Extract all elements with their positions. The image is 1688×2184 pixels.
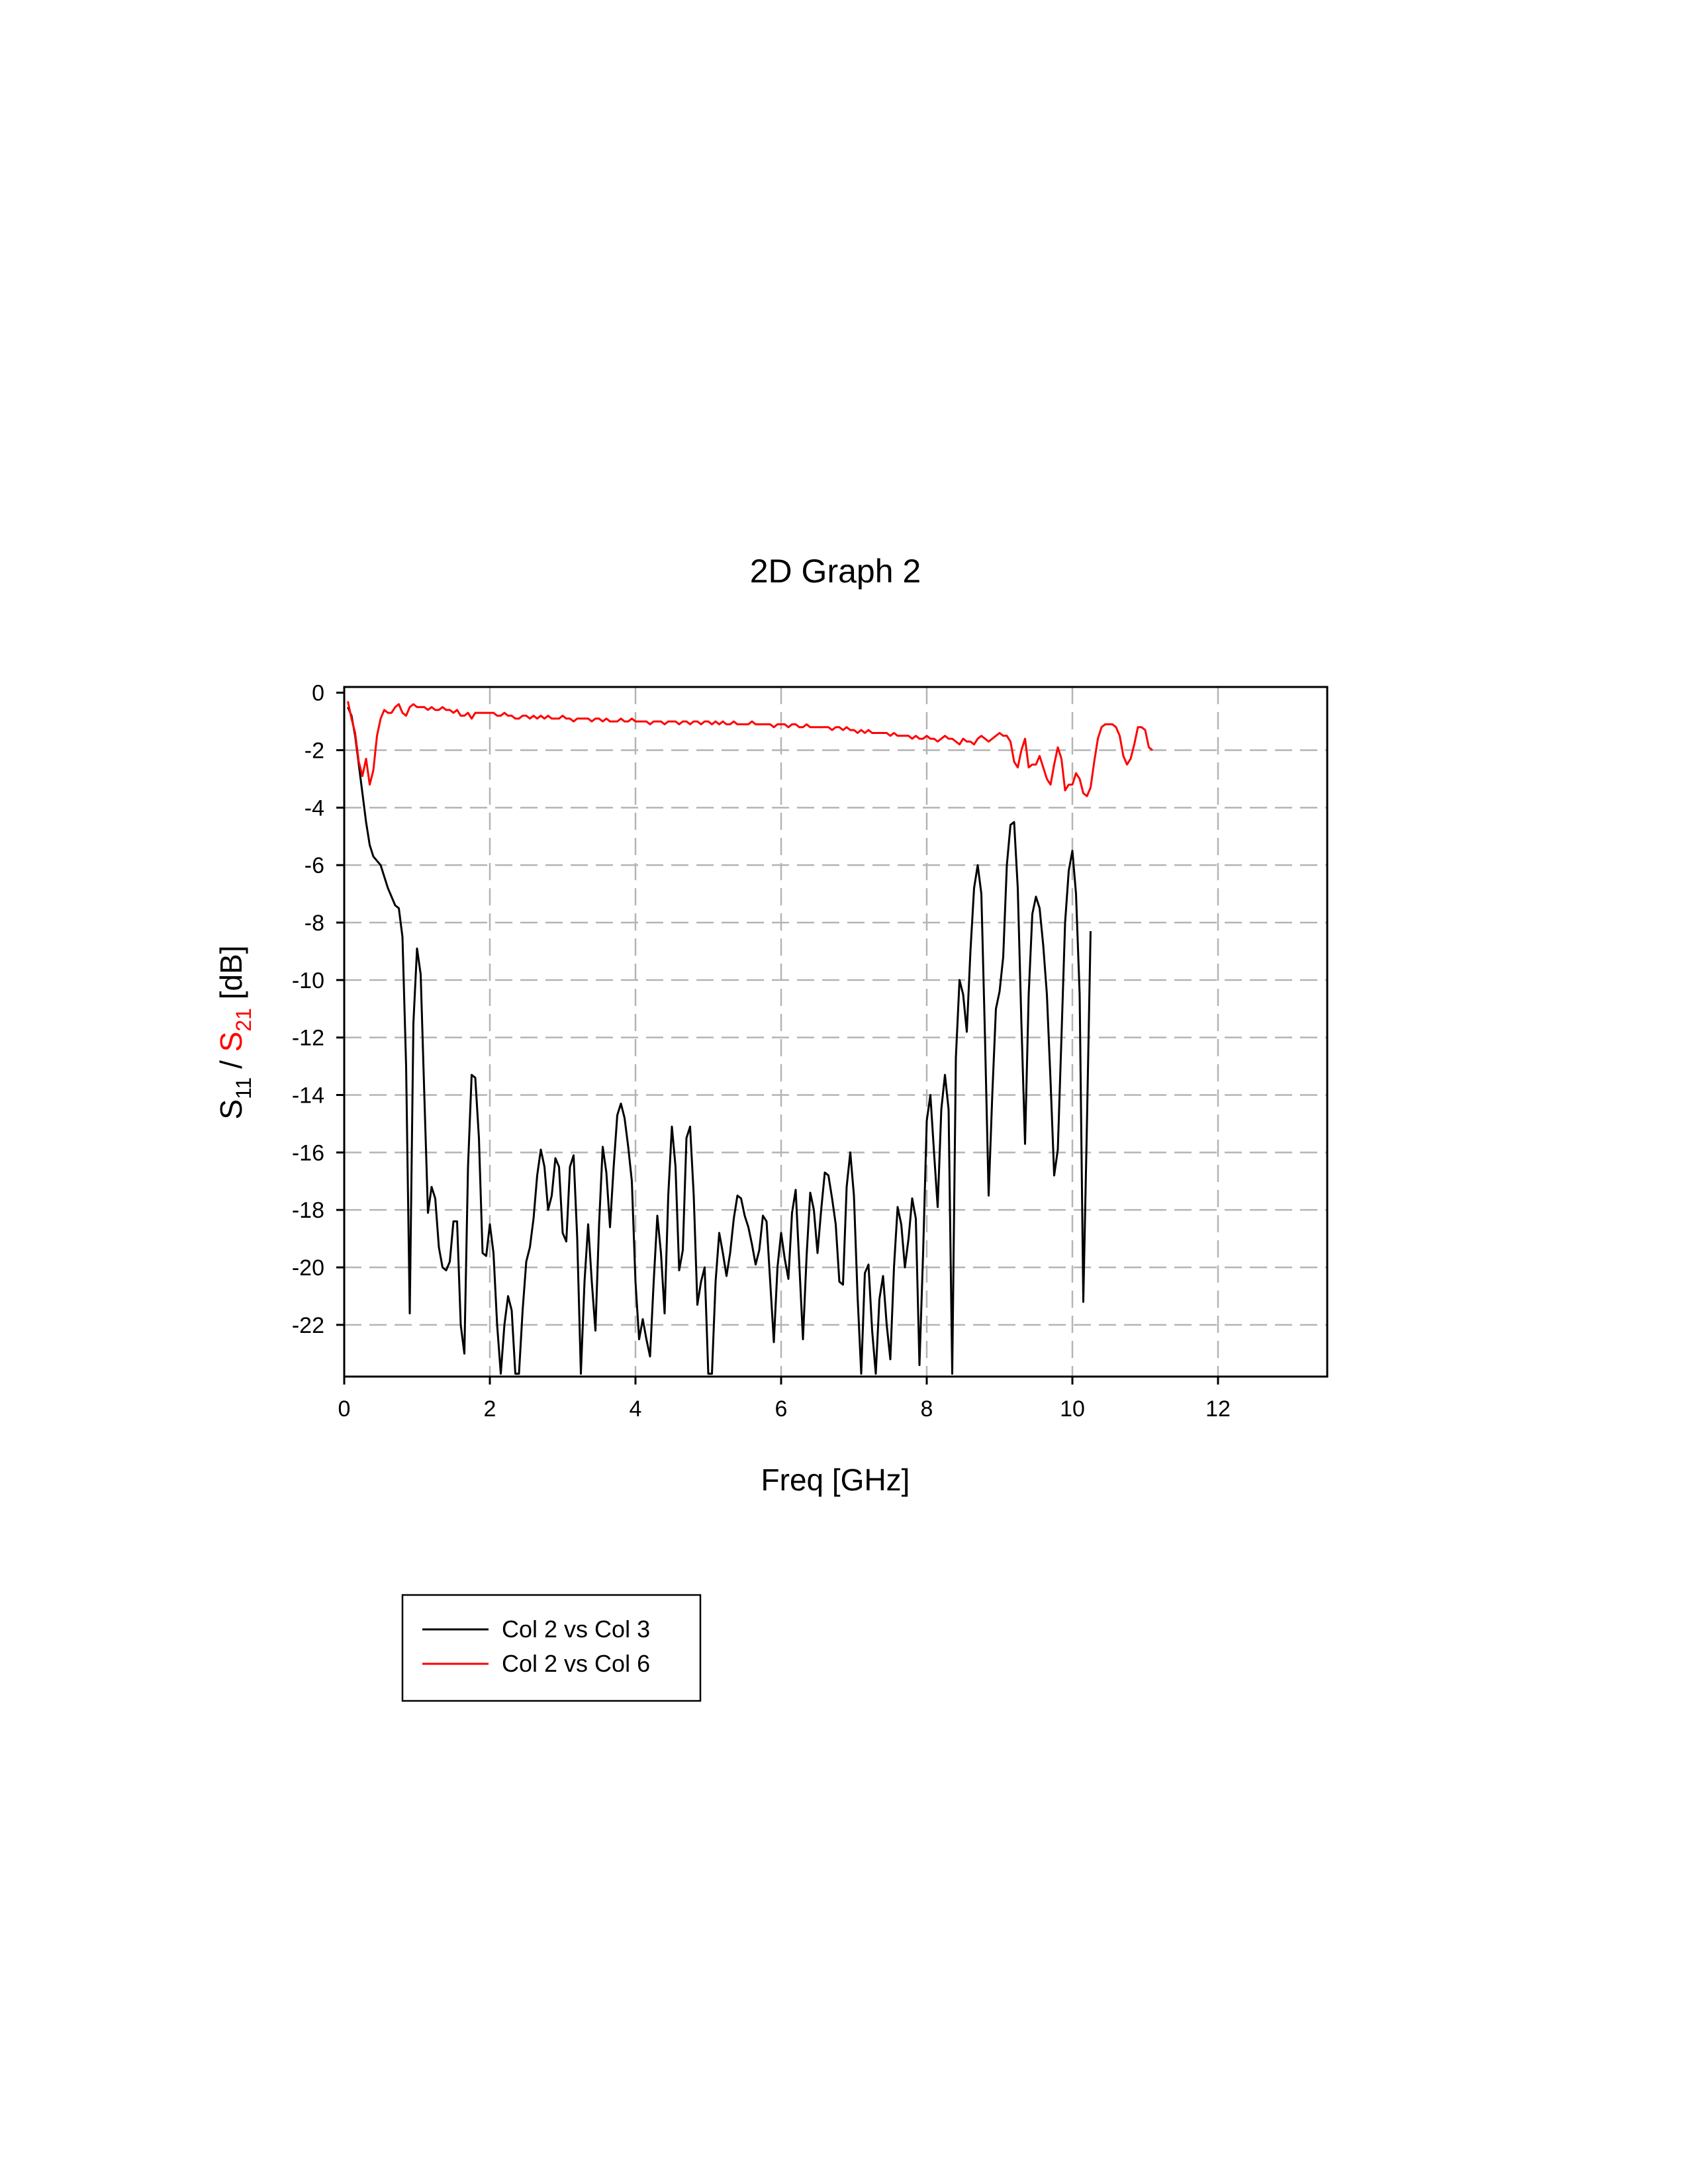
y-axis-title-part: S (214, 1032, 248, 1052)
y-tick-label: -4 (305, 796, 324, 821)
series-line-1 (347, 706, 1092, 1375)
grid (344, 687, 1327, 1377)
legend: Col 2 vs Col 3 Col 2 vs Col 6 (401, 1594, 702, 1702)
y-axis-title-part: 21 (232, 1008, 256, 1032)
x-tick-label: 0 (338, 1396, 351, 1422)
y-axis-title-part: [dB] (214, 945, 248, 1008)
x-tick-label: 10 (1060, 1396, 1085, 1422)
y-axis-title: S11 / S21 [dB] (214, 945, 256, 1119)
y-tick-label: 0 (312, 681, 324, 706)
legend-label-1: Col 2 vs Col 3 (502, 1615, 650, 1643)
x-tick-label: 4 (630, 1396, 642, 1422)
x-tick-label: 8 (921, 1396, 933, 1422)
y-axis-title-part: S (214, 1099, 248, 1120)
y-axis-title-part: 11 (232, 1077, 256, 1099)
y-axis: 0 -2 -4 -6 -8 -10 -12 -14 -16 -18 -20 -22 (292, 681, 344, 1338)
y-tick-label: -12 (292, 1026, 324, 1051)
y-tick-label: -14 (292, 1083, 324, 1109)
y-tick-label: -16 (292, 1140, 324, 1165)
x-axis-title: Freq [GHz] (761, 1463, 910, 1497)
x-tick-label: 2 (484, 1396, 496, 1422)
x-tick-label: 6 (775, 1396, 788, 1422)
y-tick-label: -8 (305, 911, 324, 936)
series-lines (347, 701, 1153, 1375)
chart-title: 2D Graph 2 (750, 553, 921, 590)
x-axis: 0 2 4 6 8 10 12 (338, 1377, 1231, 1422)
y-tick-label: -22 (292, 1313, 324, 1338)
x-tick-label: 12 (1205, 1396, 1231, 1422)
y-axis-title-part: / (214, 1052, 248, 1077)
plot-frame (343, 686, 1329, 1378)
y-tick-label: -6 (305, 853, 324, 878)
y-tick-label: -2 (305, 739, 324, 764)
legend-label-2: Col 2 vs Col 6 (502, 1650, 650, 1677)
legend-box (401, 1594, 702, 1702)
y-tick-label: -10 (292, 968, 324, 993)
series-line-2 (347, 701, 1153, 797)
y-tick-label: -18 (292, 1198, 324, 1223)
y-tick-label: -20 (292, 1255, 324, 1281)
